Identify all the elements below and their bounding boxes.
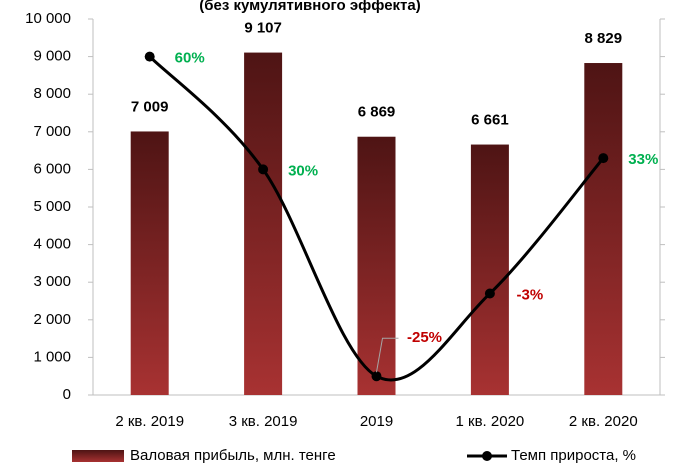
bar <box>244 52 283 395</box>
line-value-label: -3% <box>517 286 544 303</box>
y-tick-label: 1 000 <box>33 348 71 365</box>
legend-label: Валовая прибыль, млн. тенге <box>130 447 336 464</box>
chart-title: (без кумулятивного эффекта) <box>199 0 420 14</box>
y-tick-label: 8 000 <box>33 85 71 102</box>
y-tick-label: 9 000 <box>33 48 71 65</box>
y-tick-label: 4 000 <box>33 236 71 253</box>
legend-label: Темп прироста, % <box>511 447 636 464</box>
line-marker <box>371 371 382 382</box>
line-value-label: 33% <box>628 151 658 168</box>
line-marker <box>598 153 609 164</box>
bar <box>584 63 623 395</box>
leader-line <box>376 337 399 373</box>
y-tick-label: 5 000 <box>33 198 71 215</box>
x-tick-label: 2 кв. 2019 <box>115 413 184 430</box>
line-value-label: -25% <box>407 329 442 346</box>
bar-value-label: 6 661 <box>471 112 509 129</box>
line-value-label: 60% <box>175 50 205 67</box>
x-tick-label: 2 кв. 2020 <box>569 413 638 430</box>
line-marker <box>258 164 269 175</box>
line-marker <box>484 288 495 299</box>
legend-swatch <box>72 450 124 462</box>
y-tick-label: 3 000 <box>33 273 71 290</box>
bar <box>357 136 396 396</box>
x-tick-label: 2019 <box>360 413 393 430</box>
legend-marker <box>482 451 492 461</box>
bar-value-label: 9 107 <box>244 20 282 37</box>
x-tick-label: 1 кв. 2020 <box>456 413 525 430</box>
bar-value-label: 6 869 <box>358 104 396 121</box>
line-marker <box>144 51 155 62</box>
y-tick-label: 6 000 <box>33 160 71 177</box>
bar-value-label: 7 009 <box>131 98 169 115</box>
bar-value-label: 8 829 <box>585 30 623 47</box>
y-tick-label: 2 000 <box>33 311 71 328</box>
bar <box>470 144 509 395</box>
bar <box>130 131 169 395</box>
y-tick-label: 10 000 <box>25 10 71 27</box>
line-value-label: 30% <box>288 162 318 179</box>
x-tick-label: 3 кв. 2019 <box>229 413 298 430</box>
y-tick-label: 7 000 <box>33 123 71 140</box>
y-tick-label: 0 <box>63 386 71 403</box>
